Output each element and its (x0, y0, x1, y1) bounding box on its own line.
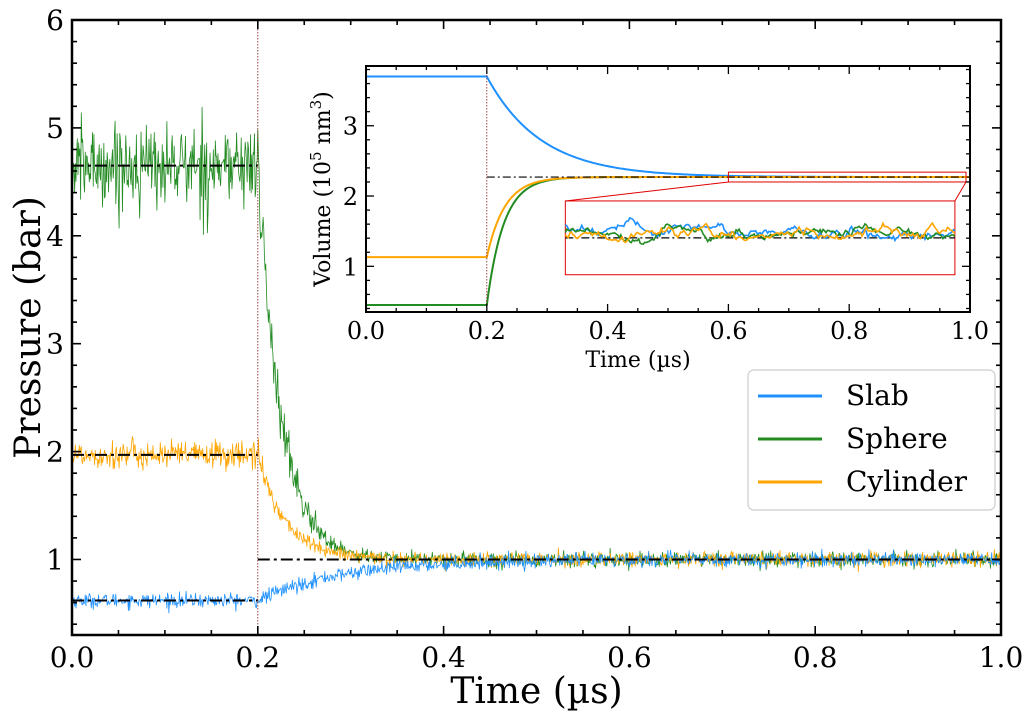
inset-ylabel-sup2: 3 (307, 100, 325, 110)
zoom-source-region (727, 171, 967, 183)
main-xtick-label: 0.8 (793, 641, 838, 674)
inset-xtick-label: 0.2 (468, 317, 506, 345)
main-series-cylinder (71, 436, 1002, 573)
legend-label-slab: Slab (846, 379, 909, 412)
zoom-series-slab (564, 216, 956, 243)
inset-zoom-box (564, 171, 967, 276)
inset-xtick-label: 0.0 (347, 317, 385, 345)
inset-x-axis-label: Time (µs) (585, 348, 690, 373)
main-ticks: 0.0 0.2 0.4 0.6 0.8 1.0 1 2 3 4 5 6 (46, 4, 1023, 674)
main-xtick-label: 1.0 (979, 641, 1024, 674)
inset-xtick-label: 0.4 (589, 317, 627, 345)
legend-box (747, 369, 996, 511)
inset-ytick-label: 1 (343, 253, 358, 281)
main-series-group (71, 106, 1002, 614)
inset-ytick-label: 3 (343, 113, 358, 141)
main-ytick-label: 2 (46, 436, 64, 469)
main-x-axis-label: Time (µs) (450, 671, 622, 712)
main-ytick-label: 6 (46, 4, 64, 37)
inset-ylabel-sup1: 5 (307, 151, 325, 161)
inset-ylabel-mid: nm (311, 109, 336, 151)
inset-volume-plot: 0.0 0.2 0.4 0.6 0.8 1.0 1 2 3 Time (µs) Volume (… (307, 65, 989, 373)
main-xtick-label: 0.2 (236, 641, 281, 674)
main-xtick-label: 0.0 (50, 641, 95, 674)
inset-ticks: 0.0 0.2 0.4 0.6 0.8 1.0 1 2 3 (343, 66, 989, 345)
inset-xtick-label: 0.6 (709, 317, 747, 345)
legend-label-cylinder: Cylinder (846, 465, 968, 498)
zoom-series-cylinder (564, 221, 955, 244)
main-ytick-label: 3 (46, 328, 64, 361)
inset-ylabel-prefix: Volume (10 (311, 161, 336, 288)
inset-ytick-label: 2 (343, 183, 358, 211)
inset-y-axis-label: Volume (105 nm3) (307, 91, 336, 288)
inset-ylabel-suffix: ) (311, 91, 336, 100)
main-ytick-label: 5 (46, 112, 64, 145)
zoom-connector-left (565, 181, 729, 202)
main-reference-lines (72, 164, 1001, 602)
inset-xtick-label: 0.8 (830, 317, 868, 345)
legend: Slab Sphere Cylinder (747, 369, 996, 511)
main-xtick-label: 0.4 (421, 641, 466, 674)
legend-entry-cylinder: Cylinder (758, 465, 968, 498)
main-ytick-label: 1 (46, 543, 64, 576)
main-pressure-plot: 0.0 0.2 0.4 0.6 0.8 1.0 1 2 3 4 5 6 Time (µs) Press… (8, 4, 1023, 712)
inset-xtick-label: 1.0 (951, 317, 989, 345)
legend-entry-sphere: Sphere (758, 422, 948, 455)
main-xtick-label: 0.6 (607, 641, 652, 674)
zoom-connector-right (954, 181, 967, 202)
main-series-slab (71, 548, 1002, 614)
main-y-axis-label: Pressure (bar) (8, 196, 49, 459)
legend-label-sphere: Sphere (846, 422, 948, 455)
legend-entry-slab: Slab (758, 379, 909, 412)
main-ytick-label: 4 (46, 220, 64, 253)
